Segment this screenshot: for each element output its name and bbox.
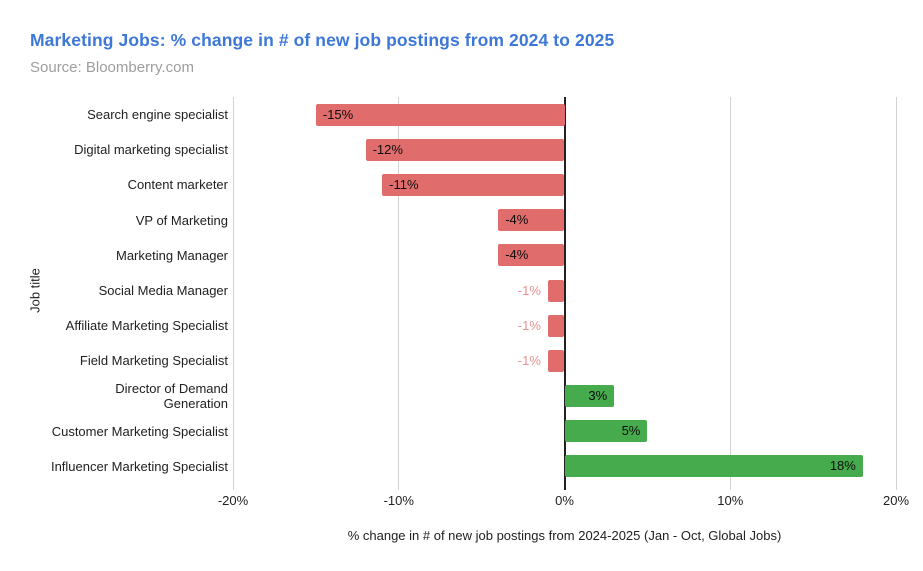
bar (564, 455, 863, 478)
bar-value-label: -11% (389, 176, 419, 192)
category-label: Director of Demand Generation (115, 381, 228, 412)
gridline (895, 97, 897, 490)
bar-value-label: -1% (517, 282, 541, 298)
bar (547, 314, 565, 337)
gridline (232, 97, 234, 490)
bar (564, 420, 648, 443)
category-label: Field Marketing Specialist (79, 353, 228, 369)
bar (564, 385, 615, 408)
bar-value-label: -12% (372, 141, 403, 157)
bar-value-label: 3% (588, 388, 608, 404)
bar (365, 138, 565, 161)
x-tick-label: 10% (717, 493, 744, 508)
bar (547, 279, 565, 302)
bar-value-label: 5% (621, 423, 641, 439)
bar (547, 349, 565, 372)
bar (315, 103, 565, 126)
chart-source: Source: Bloomberry.com (30, 59, 194, 76)
x-tick-label: -20% (217, 493, 249, 508)
category-label: Affiliate Marketing Specialist (65, 318, 228, 334)
category-label: Customer Marketing Specialist (51, 423, 228, 439)
chart-title: Marketing Jobs: % change in # of new job… (30, 30, 615, 50)
x-tick-label: 0% (555, 493, 574, 508)
bar (498, 209, 565, 232)
zero-axis-line (563, 97, 566, 490)
x-tick-label: -10% (383, 493, 414, 508)
gridline (729, 97, 731, 490)
category-label: Search engine specialist (87, 107, 228, 123)
gridline (398, 97, 400, 490)
bar (382, 173, 565, 196)
category-label: Marketing Manager (116, 247, 228, 263)
bar-value-label: -4% (505, 247, 529, 263)
bar-value-label: -15% (322, 106, 354, 122)
category-label: VP of Marketing (135, 212, 228, 228)
bar (498, 244, 565, 267)
bar-value-label: 18% (829, 458, 856, 474)
category-label: Social Media Manager (98, 283, 228, 298)
bar-value-label: -4% (505, 212, 529, 228)
category-label: Content marketer (127, 177, 228, 193)
x-axis-title: % change in # of new job postings from 2… (347, 528, 782, 543)
x-tick-label: 20% (882, 493, 910, 508)
bar-value-label: -1% (517, 317, 541, 333)
category-label: Influencer Marketing Specialist (50, 458, 228, 474)
bar-value-label: -1% (517, 352, 541, 368)
category-label: Digital marketing specialist (74, 142, 228, 158)
